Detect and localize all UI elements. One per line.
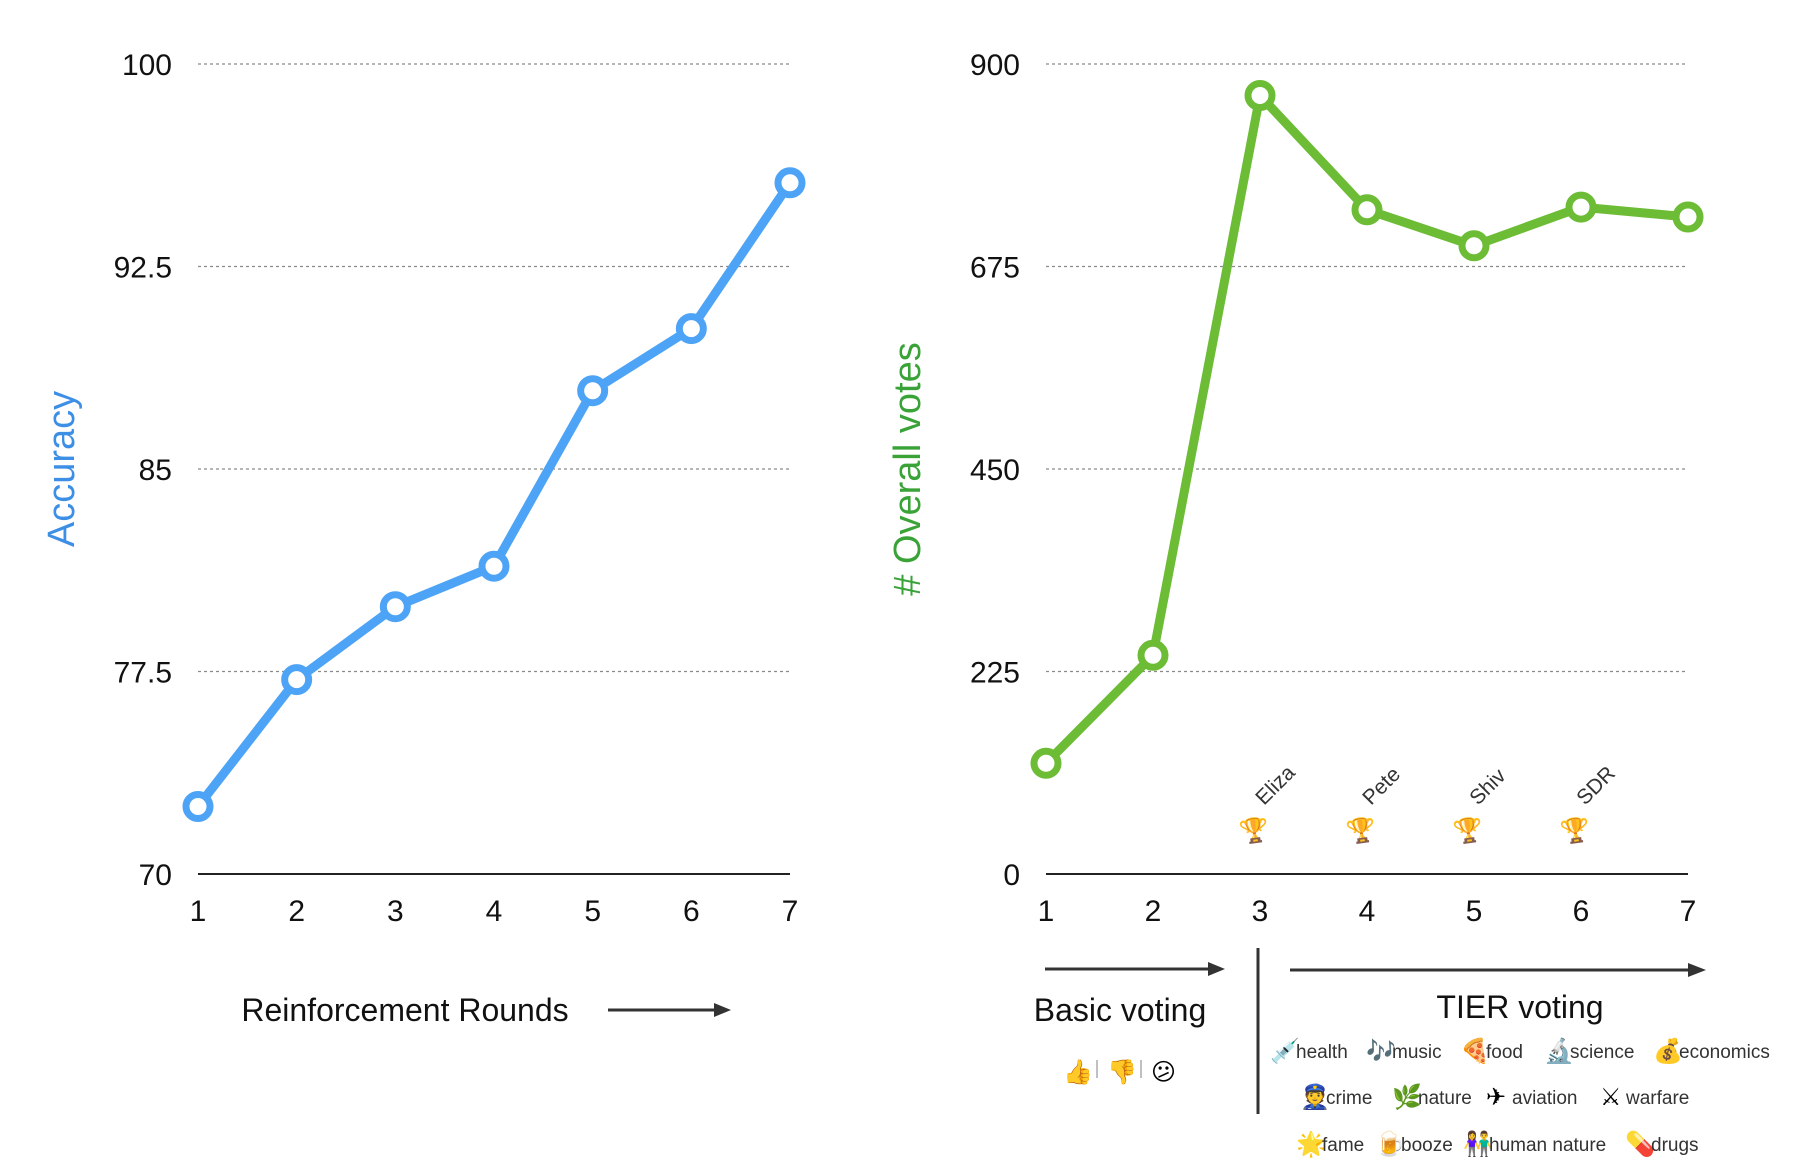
crossed-swords-icon: ⚔ xyxy=(1600,1084,1622,1111)
music-notes-icon: 🎶 xyxy=(1366,1038,1396,1065)
herb-icon: 🌿 xyxy=(1392,1083,1422,1111)
x-tick-label: 1 xyxy=(190,895,207,928)
police-officer-icon: 👮 xyxy=(1300,1082,1330,1111)
x-tick-label: 1 xyxy=(1038,895,1055,928)
trophy-label: SDR xyxy=(1572,762,1620,810)
x-tick-label: 3 xyxy=(1252,895,1269,928)
data-point xyxy=(182,791,214,822)
data-point xyxy=(1565,191,1597,223)
x-tick-label: 2 xyxy=(1145,895,1162,928)
confused-face-icon: 😕 xyxy=(1151,1059,1176,1086)
sparkle-icon: 🌟 xyxy=(1296,1130,1326,1158)
tier-category-label: booze xyxy=(1401,1135,1453,1156)
tier-category-label: health xyxy=(1296,1042,1348,1063)
airplane-icon: ✈ xyxy=(1486,1084,1506,1111)
trophy-icon: 🏆 xyxy=(1559,815,1593,847)
x-tick-label: 5 xyxy=(584,895,601,928)
y-tick-label: 450 xyxy=(970,454,1020,487)
people-icon: 👫 xyxy=(1463,1130,1493,1158)
y-tick-label: 77.5 xyxy=(114,657,172,690)
tier-category-label: music xyxy=(1392,1042,1442,1063)
tier-category-label: human nature xyxy=(1489,1135,1606,1156)
trophy-label: Eliza xyxy=(1251,761,1300,810)
microscope-icon: 🔬 xyxy=(1544,1036,1574,1065)
tier-category-label: food xyxy=(1486,1042,1523,1063)
data-point xyxy=(281,664,313,696)
tier-category-label: science xyxy=(1570,1042,1634,1063)
tier-category-label: crime xyxy=(1326,1088,1372,1109)
tier-category-label: nature xyxy=(1418,1088,1472,1109)
trophy-label: Shiv xyxy=(1465,764,1511,810)
basic-voting-label: Basic voting xyxy=(1034,992,1207,1028)
x-tick-label: 5 xyxy=(1466,895,1483,928)
data-point xyxy=(774,167,806,199)
tier-category-label: economics xyxy=(1679,1042,1770,1063)
beer-mug-icon: 🍺 xyxy=(1375,1129,1405,1158)
pizza-icon: 🍕 xyxy=(1460,1037,1490,1065)
x-axis-arrowhead xyxy=(714,1003,731,1017)
chart-panel-1: 70 77.5 85 92.5 100 1 2 3 4 5 6 7 Accuracy Reinforcem… xyxy=(41,49,806,1028)
trophy-icon: 🏆 xyxy=(1238,815,1272,847)
tier-category-label: fame xyxy=(1322,1135,1364,1156)
x-tick-label: 4 xyxy=(486,895,503,928)
y-tick-label: 92.5 xyxy=(114,252,172,285)
pill-icon: 💊 xyxy=(1625,1129,1655,1158)
data-point xyxy=(478,550,510,582)
syringe-icon: 💉 xyxy=(1270,1037,1300,1065)
trophy-icon: 🏆 xyxy=(1452,815,1486,847)
data-point xyxy=(1458,230,1490,262)
thumbs-down-icon: 👎 xyxy=(1107,1059,1137,1086)
trophy-label: Pete xyxy=(1358,763,1405,810)
data-point xyxy=(577,375,609,407)
y-tick-label: 85 xyxy=(139,454,172,487)
x-tick-label: 7 xyxy=(1680,895,1697,928)
x-tick-label: 3 xyxy=(387,895,404,928)
tier-category-label: drugs xyxy=(1651,1135,1699,1156)
data-point xyxy=(675,313,707,345)
y-tick-label: 675 xyxy=(970,252,1020,285)
y-tick-label: 70 xyxy=(139,859,172,892)
series-line xyxy=(193,178,795,811)
y-tick-label: 225 xyxy=(970,657,1020,690)
y-axis-label: # Overall votes xyxy=(887,342,929,595)
y-tick-label: 100 xyxy=(122,49,172,82)
data-point xyxy=(1672,201,1704,233)
x-tick-label: 7 xyxy=(782,895,799,928)
tier-category-label: warfare xyxy=(1625,1088,1689,1109)
chart-panel-2: 0 225 450 675 900 1 2 3 4 5 6 7 # Overall votes 🏆 Eliz… xyxy=(887,49,1770,1158)
tier-voting-label: TIER voting xyxy=(1436,989,1603,1025)
y-tick-label: 900 xyxy=(970,49,1020,82)
data-point xyxy=(1351,194,1383,226)
x-tick-label: 6 xyxy=(1573,895,1590,928)
data-point xyxy=(1244,80,1276,111)
data-point xyxy=(379,591,411,623)
thumbs-up-icon: 👍 xyxy=(1063,1058,1093,1086)
basic-voting-arrowhead xyxy=(1208,962,1225,976)
x-tick-label: 6 xyxy=(683,895,700,928)
data-point xyxy=(1137,639,1169,671)
money-bag-icon: 💰 xyxy=(1653,1037,1683,1065)
x-tick-label: 2 xyxy=(288,895,305,928)
tier-voting-arrowhead xyxy=(1688,963,1706,977)
y-axis-label: Accuracy xyxy=(41,391,83,547)
trophy-icon: 🏆 xyxy=(1345,815,1379,847)
x-tick-label: 4 xyxy=(1359,895,1376,928)
y-tick-label: 0 xyxy=(1003,859,1020,892)
x-axis-label: Reinforcement Rounds xyxy=(241,992,568,1028)
data-point xyxy=(1030,747,1062,779)
tier-category-label: aviation xyxy=(1512,1088,1578,1109)
